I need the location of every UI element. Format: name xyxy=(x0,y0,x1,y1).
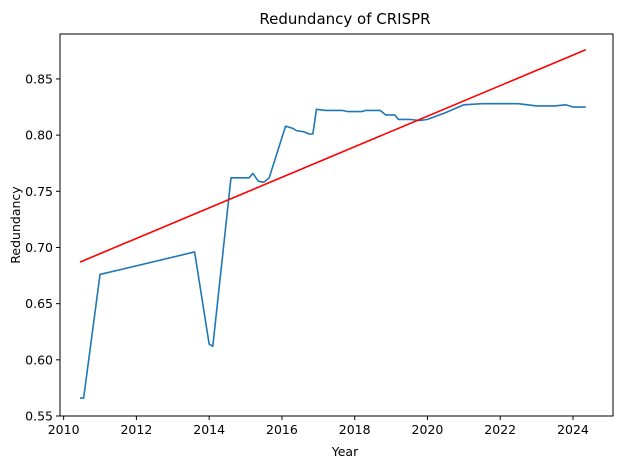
y-tick-label: 0.55 xyxy=(25,409,53,424)
chart-title: Redundancy of CRISPR xyxy=(259,10,430,28)
y-axis-label: Redundancy xyxy=(8,186,23,264)
y-axis: 0.55 0.60 0.65 0.70 0.75 0.80 0.85 xyxy=(25,71,60,424)
x-tick-label: 2024 xyxy=(557,422,589,437)
x-axis-label: Year xyxy=(331,444,359,459)
y-tick-label: 0.60 xyxy=(25,352,53,367)
y-tick-label: 0.85 xyxy=(25,71,53,86)
x-tick-label: 2012 xyxy=(120,422,152,437)
y-tick-label: 0.75 xyxy=(25,184,53,199)
x-tick-label: 2016 xyxy=(266,422,298,437)
series-layer xyxy=(79,48,587,399)
trend-line xyxy=(79,48,587,263)
plot-frame xyxy=(59,33,614,417)
x-tick-label: 2018 xyxy=(339,422,371,437)
y-tick-label: 0.65 xyxy=(25,296,53,311)
y-tick-label: 0.70 xyxy=(25,240,53,255)
redundancy-series-line xyxy=(80,102,586,399)
x-tick-label: 2014 xyxy=(193,422,225,437)
x-tick-label: 2020 xyxy=(412,422,444,437)
x-tick-label: 2022 xyxy=(484,422,516,437)
x-axis: 2010 2012 2014 2016 2018 2020 2022 2024 xyxy=(48,416,589,437)
y-tick-label: 0.80 xyxy=(25,128,53,143)
x-tick-label: 2010 xyxy=(48,422,80,437)
